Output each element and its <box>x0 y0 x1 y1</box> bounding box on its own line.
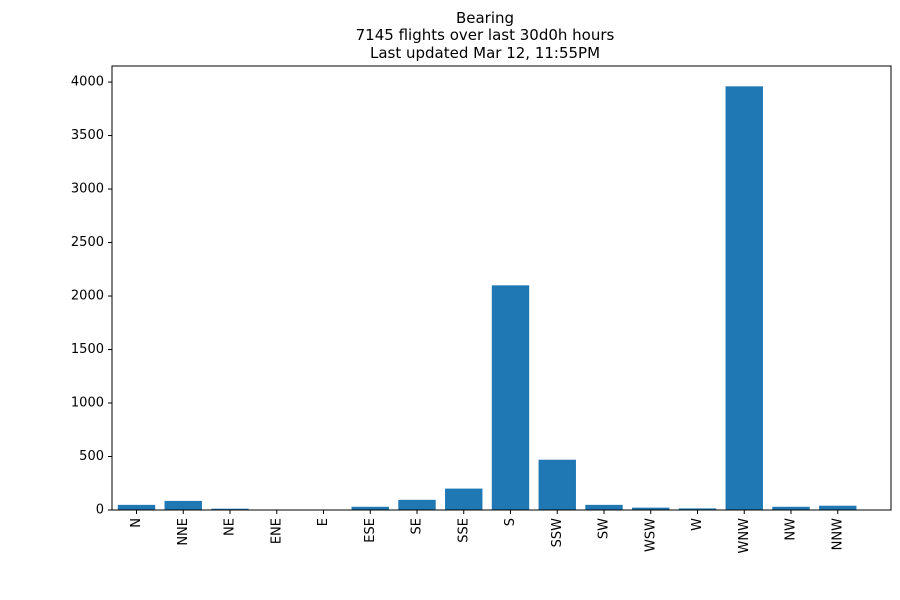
x-tick-label: WSW <box>643 518 658 552</box>
bar-nw <box>772 506 810 510</box>
x-tick-label: SSE <box>456 518 471 543</box>
y-tick-label: 4000 <box>71 75 104 90</box>
chart-title: Bearing <box>456 9 514 27</box>
bar-sse <box>445 488 483 510</box>
plot-frame <box>111 65 892 511</box>
bar-ne <box>211 508 249 510</box>
x-tick-label: W <box>690 518 705 531</box>
x-tick-label: E <box>316 518 331 526</box>
x-tick-label: NE <box>223 518 238 536</box>
x-tick-label: SE <box>410 518 425 534</box>
x-tick-label: NNE <box>176 518 191 546</box>
x-tick-label: NW <box>784 518 799 541</box>
y-axis: 0 500 1000 1500 2000 2500 3000 3500 4000 <box>71 75 112 518</box>
y-tick-label: 2000 <box>71 289 104 304</box>
y-tick-label: 500 <box>79 449 104 464</box>
x-tick-label: WNW <box>737 518 752 554</box>
bar-nnw <box>819 505 857 510</box>
x-tick-label: S <box>503 518 518 526</box>
bar-ese <box>351 506 389 510</box>
y-tick-label: 3500 <box>71 128 104 143</box>
bar-n <box>117 504 156 510</box>
x-tick-label: SSW <box>550 518 565 548</box>
bar-se <box>398 499 436 510</box>
y-tick-label: 1000 <box>71 396 104 411</box>
chart-last-updated: Last updated Mar 12, 11:55PM <box>370 44 600 62</box>
x-tick-label: SW <box>597 518 612 539</box>
y-tick-label: 3000 <box>71 182 104 197</box>
bar-s <box>491 285 530 510</box>
y-tick-label: 1500 <box>71 342 104 357</box>
bars-group <box>117 86 857 510</box>
bar-nne <box>164 500 202 510</box>
x-tick-label: ENE <box>269 518 284 544</box>
bar-w <box>678 508 717 510</box>
bar-sw <box>585 504 623 510</box>
y-tick-label: 0 <box>96 503 104 518</box>
x-axis: N NNE NE ENE E ESE SE SSE S SSW SW WSW W WNW NW NNW <box>129 510 845 553</box>
y-tick-label: 2500 <box>71 235 104 250</box>
chart-subtitle: 7145 flights over last 30d0h hours <box>356 26 615 44</box>
bar-wnw <box>725 86 763 510</box>
bar-ssw <box>538 459 576 510</box>
x-tick-label: ESE <box>363 518 378 543</box>
x-tick-label: NNW <box>830 518 845 550</box>
bar-wsw <box>632 507 670 510</box>
x-tick-label: N <box>129 518 144 528</box>
